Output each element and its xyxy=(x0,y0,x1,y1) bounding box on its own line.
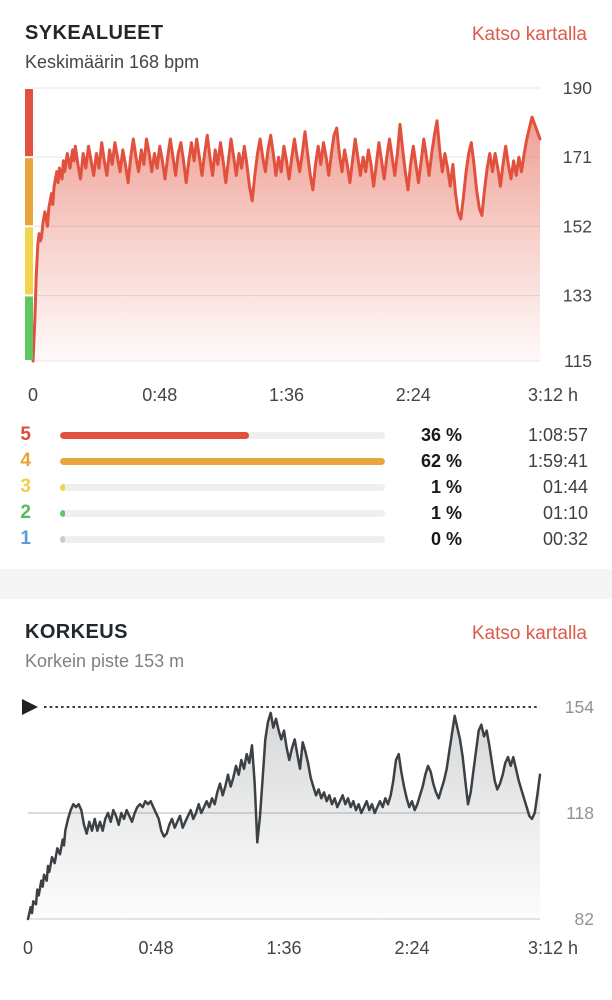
zone-bar-fill xyxy=(60,509,65,517)
altitude-x-tick-label: 2:24 xyxy=(394,938,429,958)
alt-view-on-map-link[interactable]: Katso kartalla xyxy=(471,623,587,644)
zone-percent: 36 % xyxy=(420,424,462,445)
heart-rate-x-tick-label: 0 xyxy=(28,385,38,405)
zone-bar xyxy=(60,483,385,491)
altitude-x-tick-label: 1:36 xyxy=(266,938,301,958)
heart-rate-zones-section: SYKEALUEET Keskimäärin 168 bpm Katso kar… xyxy=(0,22,612,552)
altitude-area xyxy=(28,712,540,919)
hr-zone-row-3: 3 1 % 01:44 xyxy=(0,474,612,500)
zone-bar xyxy=(60,509,385,517)
altitude-chart: 154 118 82 0 0:48 1:36 2:24 3:12 h xyxy=(0,676,612,976)
zone-percent: 0 % xyxy=(430,528,462,549)
hr-view-on-map-link[interactable]: Katso kartalla xyxy=(471,24,587,45)
heart-rate-y-tick-label: 152 xyxy=(563,216,592,236)
hr-zone-band xyxy=(25,158,33,226)
hr-zone-band xyxy=(25,227,33,295)
altitude-x-tick-label: 0 xyxy=(23,938,33,958)
zone-bar-fill xyxy=(60,457,385,465)
heart-rate-area xyxy=(33,117,540,361)
heart-rate-x-tick-label: 2:24 xyxy=(396,385,431,405)
zone-bar-fill xyxy=(60,535,65,543)
zone-bar xyxy=(60,457,385,465)
heart-rate-x-tick-label: 1:36 xyxy=(269,385,304,405)
altitude-chart-svg: 154 118 82 0 0:48 1:36 2:24 3:12 h xyxy=(22,697,594,958)
heart-rate-y-tick-label: 171 xyxy=(563,147,592,167)
hr-zone-row-4: 4 62 % 1:59:41 xyxy=(0,448,612,474)
heart-rate-line xyxy=(31,115,542,363)
altitude-y-tick-label: 154 xyxy=(565,697,594,717)
heart-rate-y-tick-label: 133 xyxy=(563,285,592,305)
zone-bar xyxy=(60,431,385,439)
zone-number: 5 xyxy=(20,424,31,445)
altitude-y-tick-label: 118 xyxy=(566,803,594,823)
zone-number: 2 xyxy=(20,502,31,523)
altitude-section: KORKEUS Korkein piste 153 m Katso kartal… xyxy=(0,599,612,976)
zone-time: 1:08:57 xyxy=(527,424,588,445)
max-altitude-marker-icon xyxy=(22,699,38,715)
hr-zone-row-1: 1 0 % 00:32 xyxy=(0,526,612,552)
hr-zone-band xyxy=(25,89,33,157)
altitude-x-tick-label: 3:12 h xyxy=(528,938,578,958)
heart-rate-chart-svg: 190 171 152 133 115 0 0:48 1:36 2:24 3:12 h xyxy=(25,78,592,405)
zone-time: 1:59:41 xyxy=(527,450,588,471)
altitude-line xyxy=(26,711,542,921)
zone-time: 01:44 xyxy=(542,476,588,497)
hr-section-title: SYKEALUEET xyxy=(25,22,164,44)
heart-rate-chart: 190 171 152 133 115 0 0:48 1:36 2:24 3:12 h xyxy=(0,76,612,406)
heart-rate-y-tick-label: 190 xyxy=(563,78,592,98)
alt-section-title: KORKEUS xyxy=(25,621,128,643)
altitude-x-tick-label: 0:48 xyxy=(138,938,173,958)
hr-zone-row-2: 2 1 % 01:10 xyxy=(0,500,612,526)
altitude-y-tick-label: 82 xyxy=(575,909,594,929)
heart-rate-x-tick-label: 3:12 h xyxy=(528,385,578,405)
zone-percent: 1 % xyxy=(430,476,462,497)
zone-bar-fill xyxy=(60,483,65,491)
zone-time: 00:32 xyxy=(542,528,588,549)
hr-zone-band xyxy=(25,296,33,360)
zone-bar xyxy=(60,535,385,543)
zone-percent: 1 % xyxy=(430,502,462,523)
zone-bar-fill xyxy=(60,431,249,439)
zone-time: 01:10 xyxy=(542,502,588,523)
hr-section-subtitle: Keskimäärin 168 bpm xyxy=(25,52,200,72)
hr-zone-row-5: 5 36 % 1:08:57 xyxy=(0,422,612,448)
heart-rate-x-tick-label: 0:48 xyxy=(142,385,177,405)
zone-number: 4 xyxy=(20,450,31,471)
zone-number: 3 xyxy=(20,476,31,497)
hr-zone-list: 5 36 % 1:08:57 4 62 % 1:59:41 3 1 % 01:4… xyxy=(0,422,612,552)
section-divider xyxy=(0,569,612,599)
alt-section-subtitle: Korkein piste 153 m xyxy=(25,651,185,671)
zone-percent: 62 % xyxy=(420,450,462,471)
zone-number: 1 xyxy=(20,528,31,549)
heart-rate-y-tick-label: 115 xyxy=(564,351,592,371)
